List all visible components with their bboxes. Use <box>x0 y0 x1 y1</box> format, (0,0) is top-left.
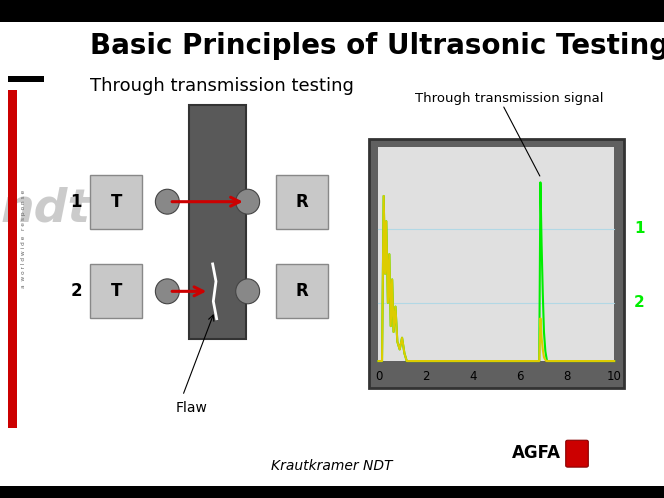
Text: 2: 2 <box>70 282 82 300</box>
Text: T: T <box>110 282 122 300</box>
Text: AGFA: AGFA <box>512 444 561 462</box>
Text: 1: 1 <box>70 193 82 211</box>
Text: Through transmission signal: Through transmission signal <box>415 92 604 105</box>
Text: Krautkramer NDT: Krautkramer NDT <box>272 459 392 473</box>
Ellipse shape <box>236 189 260 214</box>
FancyBboxPatch shape <box>276 175 329 229</box>
Ellipse shape <box>155 189 179 214</box>
Text: ndt: ndt <box>0 187 90 232</box>
Bar <box>189 105 246 339</box>
Text: 6: 6 <box>516 371 524 383</box>
Text: Flaw: Flaw <box>176 401 208 415</box>
Text: 8: 8 <box>563 371 571 383</box>
Text: 1: 1 <box>634 222 645 237</box>
Text: a  w o r l d w i d e   r e s p o n s e: a w o r l d w i d e r e s p o n s e <box>21 190 27 288</box>
FancyBboxPatch shape <box>90 264 142 319</box>
Text: 4: 4 <box>469 371 477 383</box>
Ellipse shape <box>155 279 179 304</box>
Text: 2: 2 <box>634 295 645 310</box>
Text: 2: 2 <box>422 371 430 383</box>
Bar <box>378 147 614 361</box>
FancyBboxPatch shape <box>276 264 329 319</box>
Bar <box>0 0 664 22</box>
Text: R: R <box>295 282 309 300</box>
Text: Through transmission testing: Through transmission testing <box>90 77 353 95</box>
Text: Basic Principles of Ultrasonic Testing: Basic Principles of Ultrasonic Testing <box>90 32 664 60</box>
Bar <box>8 76 44 82</box>
Text: R: R <box>295 193 309 211</box>
Bar <box>0 486 664 498</box>
Text: T: T <box>110 193 122 211</box>
Text: 0: 0 <box>374 371 382 383</box>
FancyBboxPatch shape <box>566 440 588 467</box>
FancyBboxPatch shape <box>90 175 142 229</box>
Text: 10: 10 <box>607 371 622 383</box>
Bar <box>8 90 17 428</box>
Bar <box>369 139 624 388</box>
Ellipse shape <box>236 279 260 304</box>
